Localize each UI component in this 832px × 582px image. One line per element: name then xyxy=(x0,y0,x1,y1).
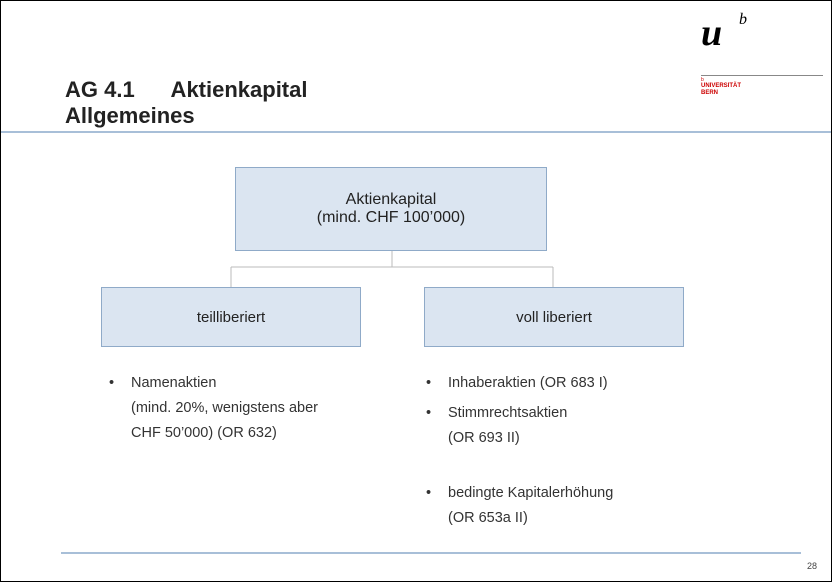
list-item: • bedingte Kapitalerhöhung (OR 653a II) xyxy=(426,481,614,531)
footer-rule xyxy=(61,552,801,554)
bullet: • xyxy=(426,375,432,391)
list-line: Stimmrechtsaktien xyxy=(448,405,568,421)
title-line: Allgemeines xyxy=(65,103,195,128)
logo-small-b: b xyxy=(701,77,704,83)
bullet: • xyxy=(109,375,115,391)
node-box: Aktienkapital (mind. CHF 100’000) xyxy=(235,167,547,251)
node-label: teilliberiert xyxy=(196,308,266,326)
list-line: (OR 693 II) xyxy=(448,430,520,446)
logo-university: UNIVERSITÄT xyxy=(701,83,742,89)
list-line: bedingte Kapitalerhöhung xyxy=(448,485,614,501)
list-item: • Inhaberaktien (OR 683 I) xyxy=(426,371,608,396)
node-box: voll liberiert xyxy=(424,287,684,347)
list-line: Namenaktien xyxy=(131,375,217,391)
list-line: (mind. 20%, wenigstens aber xyxy=(131,400,318,416)
logo-rule xyxy=(701,75,823,76)
bullet: • xyxy=(426,405,432,421)
node-label: (mind. CHF 100’000) xyxy=(316,209,466,226)
list-item: • Stimmrechtsaktien (OR 693 II) xyxy=(426,401,568,451)
list-line: (OR 653a II) xyxy=(448,510,528,526)
logo-b: b xyxy=(739,11,747,28)
title-line: AG 4.1 Aktienkapital xyxy=(65,77,308,102)
header-rule xyxy=(1,131,831,133)
list-line: Inhaberaktien (OR 683 I) xyxy=(448,375,608,391)
logo-city: BERN xyxy=(701,90,719,96)
bullet: • xyxy=(426,485,432,501)
node-label: Aktienkapital xyxy=(345,191,437,208)
node-box: teilliberiert xyxy=(101,287,361,347)
page-number: 28 xyxy=(807,561,818,571)
node-label: voll liberiert xyxy=(516,308,592,326)
list-line: CHF 50’000) (OR 632) xyxy=(131,425,277,441)
list-item: • Namenaktien (mind. 20%, wenigstens abe… xyxy=(109,371,318,446)
logo-u: u xyxy=(701,12,723,54)
